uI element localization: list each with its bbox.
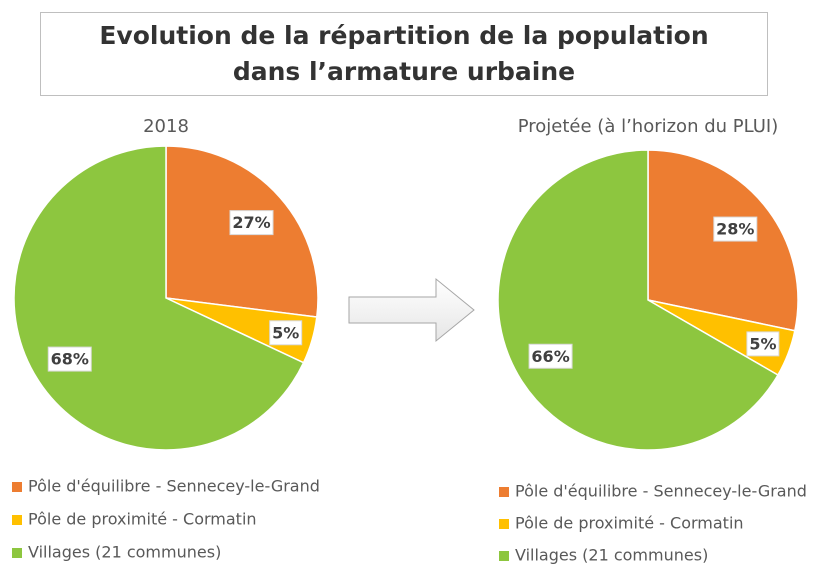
data-label-box <box>47 346 92 372</box>
legend-label: Pôle de proximité - Cormatin <box>28 510 257 529</box>
arrow <box>348 277 475 343</box>
pie-slice <box>497 149 779 451</box>
data-label-box <box>269 320 303 346</box>
data-label-box <box>229 210 274 236</box>
legend-swatch <box>12 515 22 525</box>
chart-title: Projetée (à l’horizon du PLUI) <box>518 116 779 137</box>
data-label-box <box>528 343 573 369</box>
data-label-box <box>713 216 758 242</box>
data-label: 5% <box>749 334 776 353</box>
legend-swatch <box>499 551 509 561</box>
data-label: 66% <box>531 347 569 366</box>
data-label: 68% <box>51 350 89 369</box>
pie-slice <box>13 145 305 451</box>
legend-swatch <box>499 519 509 529</box>
legend-swatch <box>12 548 22 558</box>
legend-label: Pôle d'équilibre - Sennecey-le-Grand <box>28 477 320 496</box>
data-label: 5% <box>272 323 299 342</box>
data-label-box <box>746 331 780 357</box>
legend-swatch <box>499 487 509 497</box>
legend-label: Pôle d'équilibre - Sennecey-le-Grand <box>515 482 807 501</box>
data-label: 27% <box>232 213 270 232</box>
legend-label: Villages (21 communes) <box>28 543 221 562</box>
data-label: 28% <box>716 220 754 239</box>
legend-swatch <box>12 482 22 492</box>
legend-label: Villages (21 communes) <box>515 546 708 565</box>
page-title: Evolution de la répartition de la popula… <box>40 12 768 96</box>
legend-label: Pôle de proximité - Cormatin <box>515 514 744 533</box>
chart-title: 2018 <box>143 116 189 137</box>
